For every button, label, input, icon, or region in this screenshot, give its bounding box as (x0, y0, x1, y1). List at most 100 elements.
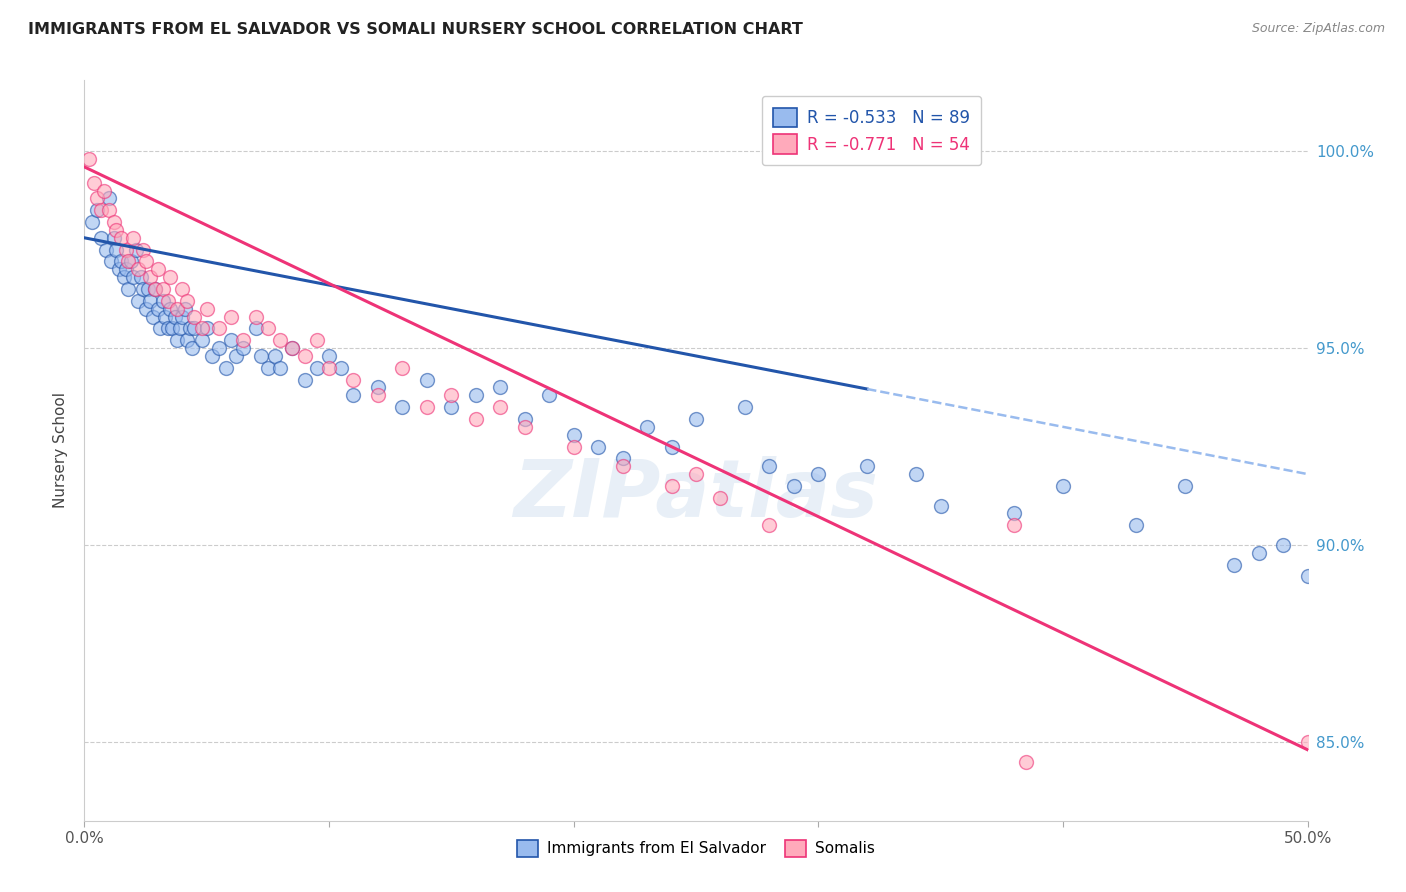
Point (132, 243, 155, 257)
Point (513, 412, 536, 426)
Point (142, 310, 165, 324)
Point (219, 310, 242, 324)
Point (464, 412, 486, 426)
Point (856, 459, 879, 474)
Point (416, 400, 439, 414)
Y-axis label: Nursery School: Nursery School (53, 392, 69, 508)
Point (1320, 597, 1343, 611)
Point (758, 518, 780, 533)
Point (1296, 569, 1319, 583)
Point (225, 349, 247, 363)
Point (93, 184, 115, 198)
Point (562, 440, 585, 454)
Point (136, 282, 159, 296)
Point (120, 254, 142, 268)
Point (146, 301, 169, 316)
Text: Source: ZipAtlas.com: Source: ZipAtlas.com (1251, 22, 1385, 36)
Point (929, 499, 952, 513)
Point (208, 321, 231, 335)
Point (80, 215, 103, 229)
Point (163, 310, 186, 324)
Point (249, 349, 271, 363)
Point (464, 388, 486, 402)
Point (183, 310, 205, 324)
Point (90, 231, 112, 245)
Point (264, 349, 287, 363)
Point (758, 459, 780, 474)
Point (1052, 479, 1074, 493)
Point (191, 321, 214, 335)
Point (342, 388, 364, 402)
Point (129, 270, 152, 285)
Point (281, 341, 304, 355)
Point (257, 321, 280, 335)
Point (139, 270, 162, 285)
Point (489, 380, 512, 394)
Point (245, 321, 267, 335)
Point (115, 262, 138, 277)
Point (100, 254, 122, 268)
Point (122, 231, 145, 245)
Point (513, 420, 536, 434)
Point (330, 360, 353, 375)
Point (269, 360, 291, 375)
Point (132, 282, 155, 296)
Point (96, 243, 118, 257)
Point (612, 451, 634, 466)
Point (195, 321, 218, 335)
Point (172, 310, 194, 324)
Point (169, 321, 191, 335)
Point (105, 243, 128, 257)
Point (110, 231, 132, 245)
Point (77, 152, 100, 166)
Point (191, 333, 214, 347)
Point (1002, 507, 1025, 521)
Point (127, 293, 149, 308)
Point (159, 301, 181, 316)
Point (391, 400, 413, 414)
Point (1002, 518, 1025, 533)
Point (294, 349, 316, 363)
Point (166, 301, 188, 316)
Point (1223, 558, 1246, 572)
Point (122, 270, 145, 285)
Point (86, 191, 108, 205)
Point (105, 223, 128, 237)
Point (143, 282, 166, 296)
Point (538, 388, 561, 402)
Point (117, 254, 139, 268)
Point (86, 203, 108, 218)
Point (440, 388, 463, 402)
Point (115, 243, 138, 257)
Point (367, 380, 389, 394)
Point (661, 479, 683, 493)
Point (90, 203, 112, 218)
Point (1296, 735, 1319, 749)
Point (257, 360, 280, 375)
Point (232, 341, 254, 355)
Point (215, 360, 238, 375)
Point (176, 333, 198, 347)
Point (783, 479, 806, 493)
Point (156, 321, 179, 335)
Point (97, 203, 120, 218)
Point (281, 341, 304, 355)
Point (149, 321, 172, 335)
Point (107, 262, 129, 277)
Point (440, 400, 463, 414)
Point (391, 360, 413, 375)
Point (367, 388, 389, 402)
Point (172, 282, 194, 296)
Point (200, 349, 222, 363)
Point (159, 270, 181, 285)
Point (139, 293, 162, 308)
Point (146, 262, 169, 277)
Point (103, 215, 125, 229)
Point (156, 293, 179, 308)
Point (562, 427, 585, 442)
Point (208, 341, 231, 355)
Point (152, 282, 174, 296)
Point (734, 400, 756, 414)
Point (127, 262, 149, 277)
Point (97, 191, 120, 205)
